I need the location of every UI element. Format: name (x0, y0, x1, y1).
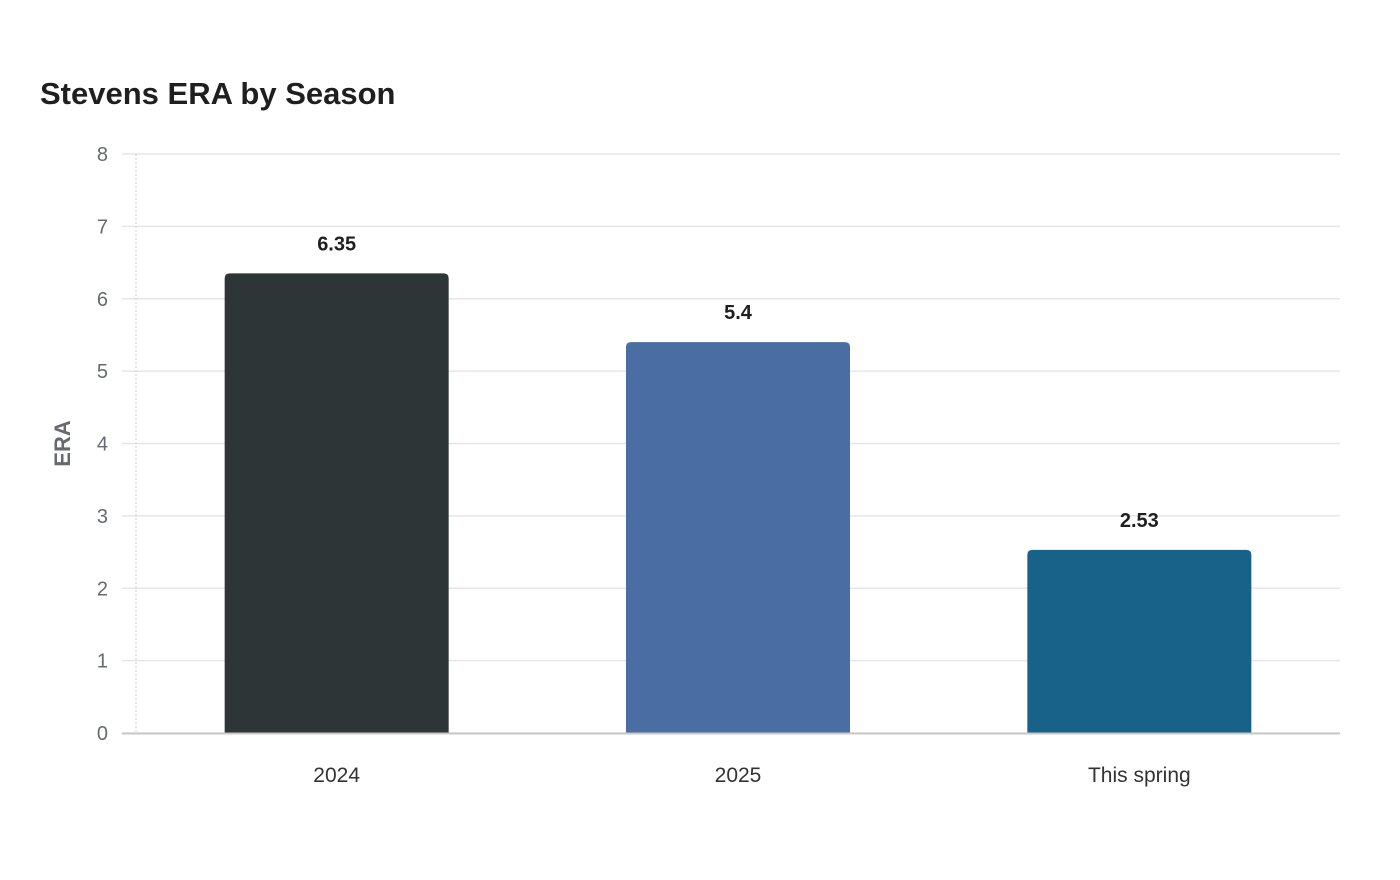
y-axis-title: ERA (50, 420, 75, 467)
y-tick-label: 3 (97, 506, 108, 528)
x-tick-label: This spring (1088, 764, 1191, 787)
y-tick-label: 6 (97, 289, 108, 311)
value-label: 2.53 (1120, 510, 1159, 532)
bar-this-spring (1027, 549, 1252, 733)
bars: 6.35 5.4 2.53 (224, 233, 1252, 733)
value-label: 6.35 (317, 233, 356, 255)
y-tick-label: 8 (97, 144, 108, 166)
y-axis-ticks: 0 1 2 3 4 5 6 7 8 (97, 144, 108, 745)
value-label: 5.4 (724, 302, 753, 324)
x-tick-label: 2025 (715, 764, 762, 787)
bar-2025 (626, 342, 850, 733)
y-tick-label: 1 (97, 651, 108, 673)
y-tick-label: 2 (97, 578, 108, 600)
y-tick-label: 4 (97, 434, 108, 456)
bar-2024 (224, 273, 449, 733)
y-tick-label: 7 (97, 216, 108, 238)
x-axis-labels: 2024 2025 This spring (313, 764, 1190, 787)
chart-title: Stevens ERA by Season (40, 76, 396, 111)
y-tick-label: 5 (97, 361, 108, 383)
y-tick-label: 0 (97, 723, 108, 745)
x-tick-label: 2024 (313, 764, 360, 787)
